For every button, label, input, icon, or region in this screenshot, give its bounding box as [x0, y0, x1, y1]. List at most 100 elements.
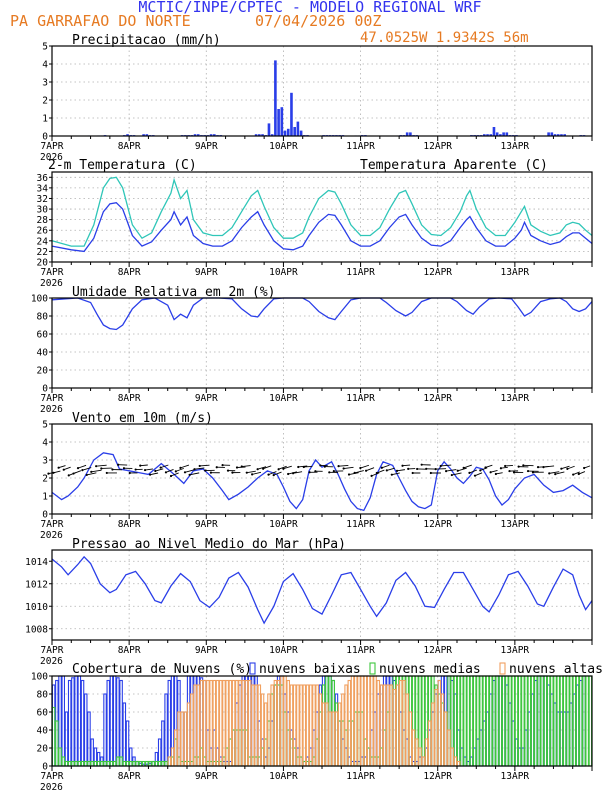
- precip-bar: [550, 132, 554, 136]
- precip-bar: [193, 134, 197, 136]
- y-tick-label: 0: [42, 132, 48, 143]
- wind-arrow: [365, 467, 375, 472]
- x-tick-label: 13APR: [501, 771, 530, 782]
- wind-arrow: [268, 471, 277, 476]
- x-tick-label: 12APR: [423, 645, 452, 656]
- wind-arrow-head: [90, 470, 93, 473]
- plot-area: [52, 46, 592, 136]
- wind-arrow-head: [328, 471, 331, 474]
- wind-arrow: [145, 468, 153, 471]
- wind-arrow-head: [499, 467, 503, 470]
- wind-arrow: [451, 472, 462, 476]
- precip-bar: [270, 134, 274, 136]
- x-tick-label: 13APR: [501, 645, 530, 656]
- wind-arrow: [381, 464, 390, 469]
- wind-arrow: [278, 465, 287, 470]
- wind-arrow-head: [287, 472, 290, 476]
- precip-bar: [489, 134, 493, 136]
- y-tick-label: 40: [37, 726, 49, 737]
- precip-bar: [299, 130, 303, 136]
- wind-arrow-head: [85, 473, 88, 477]
- wind-arrow: [457, 467, 467, 472]
- y-tick-label: 5: [42, 42, 48, 53]
- wind-arrow-head: [139, 464, 142, 467]
- wind-arrow-head: [526, 469, 530, 473]
- wind-arrow: [555, 471, 565, 475]
- precip-bar: [486, 134, 489, 136]
- precip-bar: [563, 134, 566, 136]
- wind-arrow: [440, 464, 452, 467]
- wind-arrow-head: [256, 468, 259, 471]
- wind-arrow-head: [364, 469, 368, 472]
- y-tick-label: 1008: [25, 624, 48, 635]
- x-tick-label: 7APR: [41, 519, 64, 530]
- wind-arrow-head: [262, 467, 265, 470]
- x-tick-label: 9APR: [195, 141, 218, 152]
- wind-arrow-head: [390, 473, 393, 476]
- wind-arrow: [391, 472, 400, 476]
- y-tick-label: 60: [37, 708, 49, 719]
- x-tick-label: 9APR: [195, 519, 218, 530]
- wind-arrow-head: [531, 471, 535, 474]
- precip-bar: [213, 134, 216, 136]
- wind-arrow: [58, 465, 66, 469]
- precip-bar: [277, 109, 280, 136]
- x-tick-label: 9APR: [195, 645, 218, 656]
- precip-bar: [254, 134, 258, 136]
- precip-bar: [505, 132, 509, 136]
- wind-arrow-head: [536, 466, 540, 469]
- wind-arrow-head: [420, 463, 423, 466]
- precip-bar: [293, 127, 296, 136]
- wind-arrow-head: [407, 467, 410, 470]
- y-tick-label: 4: [42, 60, 48, 71]
- wind-arrow-head: [566, 467, 569, 470]
- wind-arrow-head: [117, 463, 120, 466]
- wind-arrow: [160, 464, 169, 469]
- wind-arrow-head: [512, 471, 516, 474]
- wind-arrow-head: [221, 463, 224, 467]
- wind-arrow-head: [353, 471, 356, 474]
- wind-arrow: [140, 464, 148, 467]
- x-tick-label: 7APR: [41, 645, 64, 656]
- wind-arrow: [86, 472, 97, 476]
- y-tick-label: 1012: [25, 579, 48, 590]
- wind-arrow: [396, 469, 405, 472]
- y-tick-label: 5: [42, 420, 48, 431]
- y-tick-label: 20: [37, 258, 49, 269]
- wind-arrow-head: [235, 466, 239, 469]
- wind-arrow: [180, 464, 190, 469]
- wind-arrow: [573, 471, 580, 476]
- x-year-label: 2026: [40, 404, 63, 415]
- y-tick-label: 24: [37, 236, 49, 247]
- wind-arrow: [73, 470, 82, 474]
- y-tick-label: 0: [42, 762, 48, 773]
- wind-arrow-head: [57, 466, 60, 469]
- y-tick-label: 100: [31, 294, 48, 305]
- wind-arrow: [371, 472, 380, 477]
- wind-arrow-head: [134, 468, 137, 471]
- wind-arrow-head: [484, 466, 487, 469]
- x-tick-label: 11APR: [346, 771, 375, 782]
- x-tick-label: 12APR: [423, 771, 452, 782]
- wind-arrow-head: [583, 466, 586, 470]
- y-tick-label: 1014: [25, 557, 48, 568]
- y-tick-label: 20: [37, 744, 49, 755]
- cloud-cover-panel: 0 20 40 60 80 100 7APR 8APR 9APR 10APR 11APR 12APR 1…: [31, 662, 603, 792]
- x-tick-label: 12APR: [423, 141, 452, 152]
- wind-arrow-head: [314, 470, 317, 473]
- precip-bar: [502, 132, 505, 136]
- wind-arrow: [273, 471, 282, 476]
- precip-bar: [296, 121, 300, 136]
- wind-arrow-head: [105, 471, 108, 475]
- wind-arrow-head: [577, 472, 580, 476]
- y-tick-label: 28: [37, 215, 49, 226]
- series-line-blue: [51, 202, 593, 253]
- wind-arrow-head: [342, 467, 345, 470]
- precip-bar: [405, 132, 409, 136]
- x-tick-label: 8APR: [118, 141, 141, 152]
- x-tick-label: 13APR: [501, 141, 530, 152]
- x-tick-label: 8APR: [118, 519, 141, 530]
- legend-swatch: [369, 662, 376, 675]
- wind-arrow-head: [291, 472, 295, 475]
